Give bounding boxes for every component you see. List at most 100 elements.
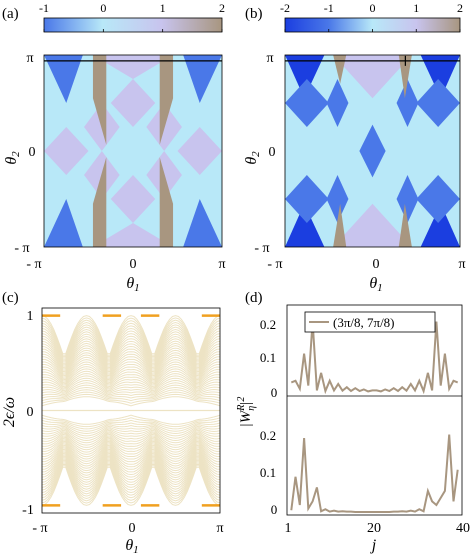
colorbar-tick-label: 2 [219,1,225,15]
heatmap-region [285,174,329,223]
band-line [42,386,220,397]
panel-d-ytick-top-02: 0.2 [260,317,276,332]
panel-d-xtick-1: 1 [285,521,292,536]
panel-b-ylabel: θ2 [243,151,262,165]
panel-a-xtick-right: π [218,257,225,272]
heatmap-region [333,203,412,247]
panel-c-edge-states [42,314,220,507]
heatmap-region [159,55,174,145]
heatmap-region [398,203,412,247]
panel-a-label: (a) [2,6,19,22]
band-line [42,422,220,432]
panel-b-ytick-mid: 0 [269,145,276,160]
band-line [42,319,220,358]
heatmap-region [333,55,347,84]
band-line [42,452,220,483]
panel-b-frame [284,54,461,248]
panel-c-xtick-right: π [216,521,223,536]
panel-d-lines [290,321,459,513]
band-line [42,354,220,378]
band-line [42,461,220,497]
band-line [42,345,220,373]
band-line [42,338,220,369]
colorbar-tick-label: -1 [324,1,334,15]
colorbar-tick-label: 0 [100,1,106,15]
heatmap-region [110,79,156,128]
band-line [42,326,220,362]
panel-b-xtick-left: - π [267,257,282,272]
band-line [42,377,220,392]
band-line [42,315,220,355]
panel-a-ytick-mid: 0 [29,145,36,160]
band-line [42,366,220,385]
heatmap-region [44,55,83,104]
panel-c-ytick-mid: 0 [27,405,34,420]
heatmap-region [416,174,460,223]
band-line [42,444,220,469]
heatmap-region [285,79,329,128]
heatmap-region [92,55,107,145]
heatmap-region [359,124,386,178]
panel-c-xtick-left: - π [32,521,47,536]
colorbar-tick-label: 1 [160,1,166,15]
colorbar-tick-label: 1 [413,1,419,15]
heatmap-region [285,55,325,99]
heatmap-region [183,198,222,247]
panel-a-colorbar-ticks: -1 0 1 2 [39,1,225,32]
band-line [42,462,220,500]
panel-d-frame [286,304,463,516]
band-line [42,458,220,493]
band-line [42,437,220,458]
heatmap-region [285,203,325,247]
panel-c-bands [42,315,220,506]
colorbar-tick-label: -1 [39,1,49,15]
panel-a-xlabel: θ1 [126,275,139,294]
band-line [42,443,220,467]
band-line [42,459,220,495]
panel-c: (c) 1 0 -1 2ϵ/ω - π 0 π θ1 [1,290,224,555]
band-line [42,389,220,399]
heatmap-region [44,198,83,247]
panel-c-xtick-mid: 0 [129,521,136,536]
band-line [42,454,220,486]
colorbar-tick-label: -2 [280,1,290,15]
panel-a-ytick-top: π [26,51,33,66]
panel-d: (d) (3π/8, 7π/8) 0.2 0.1 0 0.2 0.1 0 |WR… [236,290,470,554]
heatmap-region [44,127,89,175]
panel-d-legend: (3π/8, 7π/8) [304,311,436,333]
colorbar-tick-label: 2 [457,1,463,15]
panel-d-legend-label: (3π/8, 7π/8) [333,315,395,330]
band-line [42,442,220,465]
band-line [42,433,220,451]
heatmap-region [398,55,412,99]
panel-d-ytick-top-0: 0 [271,385,278,400]
band-line [42,429,220,444]
band-line [42,446,220,472]
band-line [42,447,220,474]
panel-d-ytick-bottom-01: 0.1 [260,465,276,480]
heatmap-region [183,55,222,104]
band-line [42,448,220,476]
panel-b-ytick-top: π [266,51,273,66]
panel-a-heatmap [44,55,222,247]
panel-a-ylabel: θ2 [3,151,22,165]
band-line [42,370,220,388]
heatmap-region [177,127,222,175]
band-line [42,328,220,363]
panel-b-ytick-bottom: - π [254,241,269,256]
band-line [42,465,220,504]
band-line [42,457,220,490]
heatmap-region [420,55,460,99]
panel-b-colorbar-ticks: -2 -1 0 1 2 [280,1,463,32]
band-line [42,419,220,430]
band-line [42,450,220,479]
panel-d-label: (d) [245,290,263,306]
panel-a: (a) -1 0 1 2 π 0 - π θ2 - π 0 π θ1 [2,1,226,294]
band-line [42,379,220,393]
panel-a-xtick-mid: 0 [130,257,137,272]
band-line [42,352,220,377]
panel-a-colorbar [43,17,223,33]
panel-d-legend-box [304,311,436,333]
series-top-line [290,321,459,395]
panel-d-ytick-bottom-02: 0.2 [260,428,276,443]
